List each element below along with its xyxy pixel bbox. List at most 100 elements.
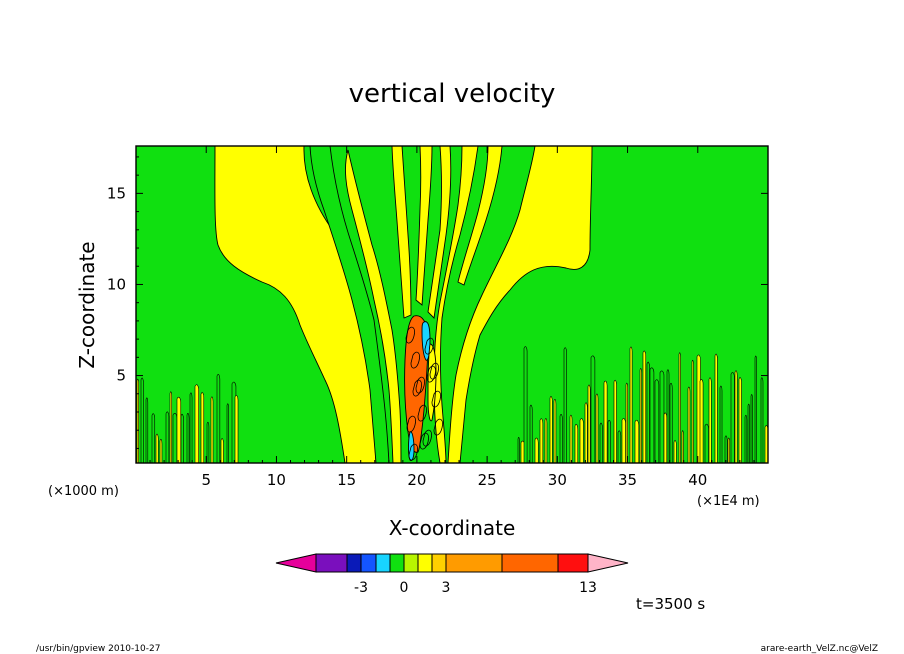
core-contour-line <box>406 415 416 433</box>
right-wave-streak <box>691 359 694 464</box>
right-wave-streak <box>621 418 626 464</box>
right-wave-streak <box>625 382 628 464</box>
y-tick-label: 5 <box>116 367 126 385</box>
footer-right: arare-earth_VelZ.nc@VelZ <box>761 644 878 654</box>
left-wave-streak <box>180 413 184 464</box>
left-wave-streak <box>169 391 173 464</box>
left-wave-streak <box>155 433 159 464</box>
right-wave-streak <box>646 361 650 464</box>
right-wave-streak <box>639 368 642 464</box>
colorbar-segment <box>315 553 348 573</box>
left-wave-streak <box>194 384 199 464</box>
y-tick-label: 10 <box>107 275 126 293</box>
x-tick-label: 30 <box>548 471 567 489</box>
right-wave-streak <box>584 402 588 464</box>
right-wave-streak <box>760 377 764 464</box>
right-wave-streak <box>663 412 668 464</box>
x-tick-label: 15 <box>337 471 356 489</box>
left-wave-streak <box>189 392 193 464</box>
time-label: t=3500 s <box>636 595 705 613</box>
right-wave-streak <box>553 399 557 464</box>
right-wave-streak <box>529 404 533 464</box>
right-wave-streak <box>708 377 712 464</box>
left-wave-streak <box>145 397 149 464</box>
colorbar-segment <box>445 553 503 573</box>
core-contour-line <box>424 337 434 355</box>
right-wave-streak <box>617 430 622 464</box>
right-wave-streak <box>714 353 718 464</box>
right-wave-streak <box>750 394 753 464</box>
colorbar-segment <box>431 553 447 573</box>
left-wave-streak <box>226 403 229 464</box>
right-wave-streak <box>669 382 673 464</box>
inner-yellow-strand-center-right <box>427 145 452 319</box>
left-wave-streak <box>234 395 239 464</box>
right-yellow-plume <box>447 145 593 464</box>
x-tick-label: 20 <box>407 471 426 489</box>
colorbar: -3 0 3 13 <box>275 553 629 596</box>
x-axis: 5 10 15 20 25 30 35 40 <box>149 146 755 489</box>
right-wave-streak <box>744 414 748 464</box>
right-wave-streak <box>603 380 608 464</box>
colorbar-tick-label: 13 <box>579 580 597 596</box>
right-wave-streak <box>678 352 681 464</box>
left-wave-streak <box>151 413 156 464</box>
right-wave-streak <box>629 346 633 464</box>
core-contour-line <box>419 432 429 450</box>
core-contour-line <box>429 362 439 380</box>
core-contour-line <box>408 443 418 461</box>
colorbar-segment <box>375 553 391 573</box>
left-wave-streak <box>206 421 210 464</box>
colorbar-tick-label: -3 <box>354 580 368 596</box>
right-wave-streak <box>534 437 539 464</box>
colorbar-min-arrow <box>275 553 317 573</box>
right-wave-streak <box>649 367 655 464</box>
core-contour-line <box>417 404 427 422</box>
chart-title: vertical velocity <box>349 79 556 109</box>
core-contour-line <box>405 326 415 344</box>
right-wave-streak <box>730 372 735 464</box>
core-contour-line <box>410 351 420 369</box>
colorbar-segment <box>403 553 419 573</box>
colorbar-segment <box>389 553 405 573</box>
x-tick-label: 5 <box>201 471 211 489</box>
right-wave-streak <box>607 420 612 464</box>
right-wave-streak <box>613 379 617 464</box>
right-wave-streak <box>666 369 670 464</box>
left-wave-streak <box>136 378 139 464</box>
colorbar-segment <box>360 553 377 573</box>
right-wave-streak <box>659 370 665 464</box>
right-wave-streak <box>599 422 603 464</box>
colorbar-segment <box>417 553 433 573</box>
x-tick-label: 40 <box>688 471 707 489</box>
right-wave-streak <box>704 423 709 464</box>
right-wave-streak <box>544 418 548 464</box>
colorbar-segment <box>501 553 559 573</box>
right-wave-streak <box>719 385 723 464</box>
plot-area <box>135 145 769 464</box>
right-wave-streak <box>539 418 544 464</box>
right-wave-streak <box>724 435 728 464</box>
core-contour-line <box>412 379 422 397</box>
left-wave-streak <box>186 413 190 464</box>
right-wave-streak <box>549 396 553 464</box>
right-wave-streak <box>587 384 591 464</box>
colorbar-tick-label: 3 <box>442 580 451 596</box>
x-unit-left: (×1000 m) <box>48 484 119 499</box>
right-wave-streak <box>754 355 757 464</box>
core-contour-line <box>426 365 436 383</box>
right-wave-streak <box>654 379 660 464</box>
right-wave-streak <box>727 437 730 464</box>
y-axis: 5 10 15 <box>107 156 768 449</box>
colorbar-tick-label: 0 <box>400 580 409 596</box>
core-contour-line <box>431 390 441 408</box>
right-wave-streak <box>569 414 573 464</box>
right-wave-streak <box>590 355 596 464</box>
right-wave-streak <box>673 440 677 464</box>
x-unit-right: (×1E4 m) <box>697 494 760 509</box>
left-wave-streak <box>159 438 163 464</box>
inner-yellow-strand-far-right <box>457 145 503 286</box>
right-wave-streak <box>642 350 647 464</box>
